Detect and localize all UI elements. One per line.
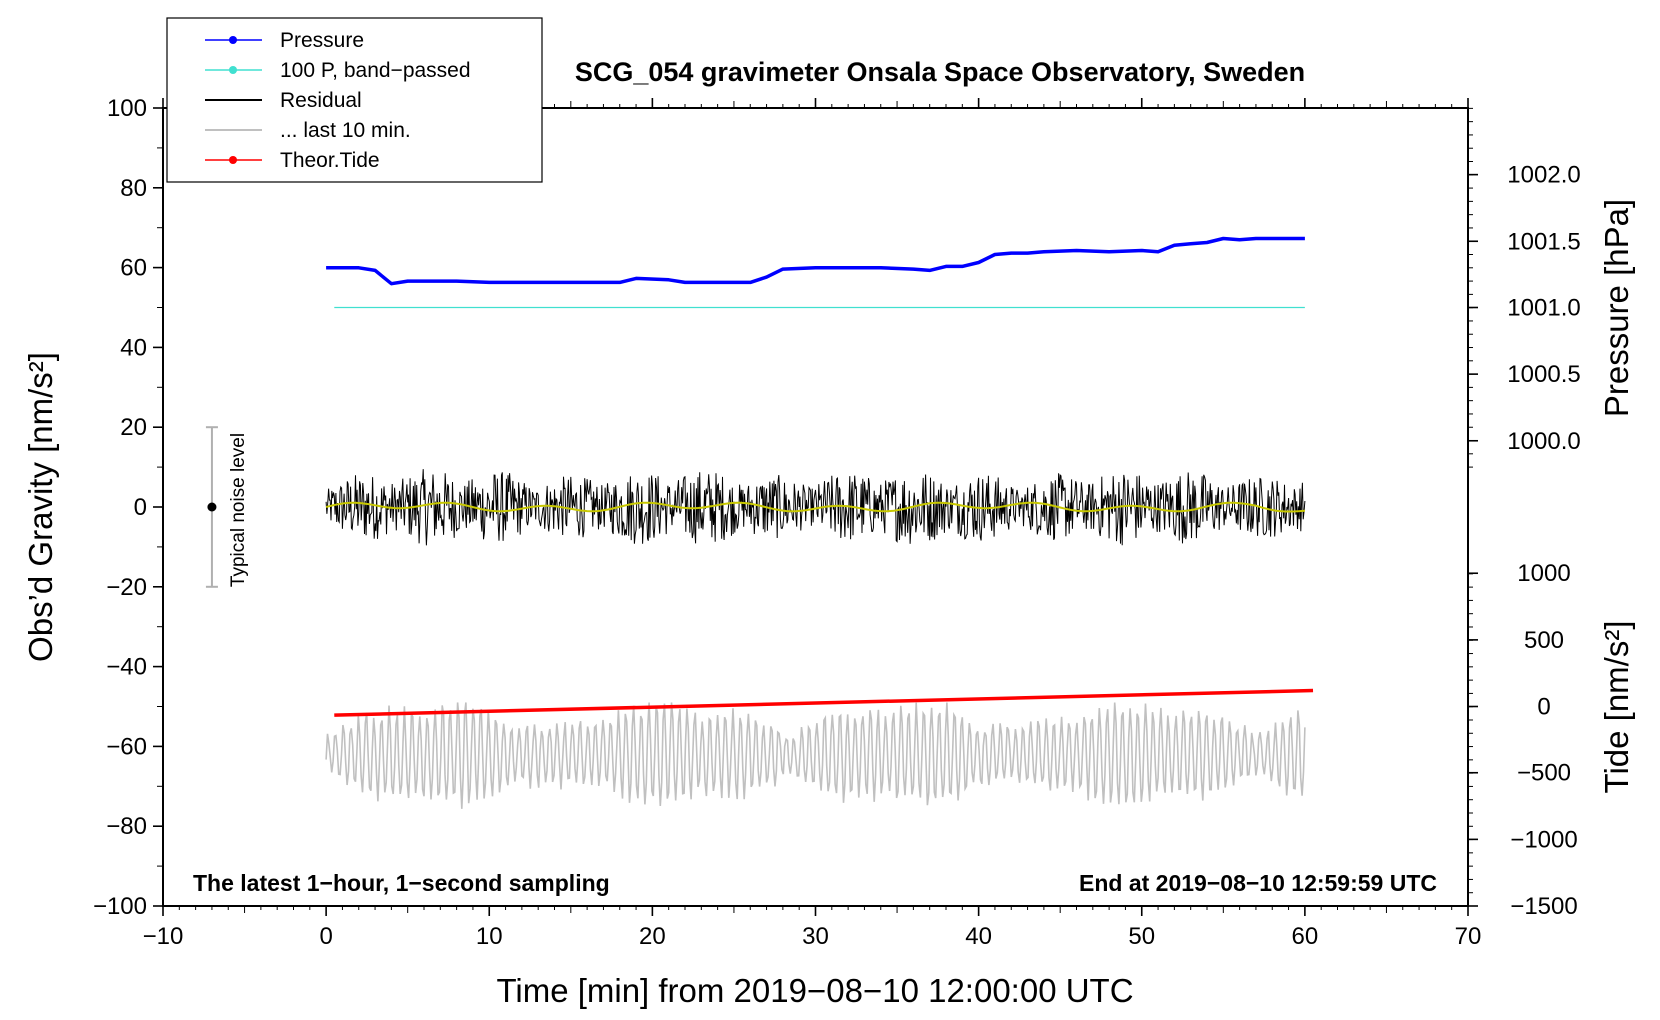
pressure-tick-label: 1000.0 [1507, 428, 1580, 455]
legend-entry-last10: ... last 10 min. [205, 119, 411, 142]
legend-entry-bandpassed: 100 P, band−passed [205, 59, 471, 82]
y-tick-label: 100 [107, 95, 147, 122]
y-tick-label: −20 [106, 574, 147, 601]
y-axis-label-pressure: Pressure [hPa] [1598, 199, 1635, 417]
chart-title: SCG_054 gravimeter Onsala Space Observat… [575, 57, 1305, 87]
tide-tick-label: −1500 [1510, 893, 1577, 920]
y-tick-label: −40 [106, 654, 147, 681]
legend-label-bandpassed: 100 P, band−passed [280, 59, 471, 82]
legend: Pressure 100 P, band−passed Residual ...… [166, 17, 543, 183]
pressure-tick-label: 1001.5 [1507, 228, 1580, 255]
y-tick-label: −60 [106, 733, 147, 760]
y-tick-label: 60 [120, 255, 147, 282]
legend-dot-tide [229, 156, 237, 164]
legend-label-pressure: Pressure [280, 29, 364, 52]
pressure-tick-label: 1001.0 [1507, 295, 1580, 322]
x-tick-label: −10 [143, 923, 184, 950]
legend-entry-tide: Theor.Tide [205, 149, 380, 172]
legend-dot-pressure [229, 36, 237, 44]
tide-tick-label: 1000 [1517, 560, 1570, 587]
noise-level-label: Typical noise level [228, 433, 249, 587]
y-tick-label: −80 [106, 813, 147, 840]
legend-label-residual: Residual [280, 89, 362, 112]
x-axis-label: Time [min] from 2019−08−10 12:00:00 UTC [496, 972, 1133, 1009]
noise-level-dot [207, 502, 217, 512]
tide-tick-label: 500 [1524, 627, 1564, 654]
legend-label-tide: Theor.Tide [280, 149, 380, 172]
tide-tick-label: −1000 [1510, 826, 1577, 853]
y-axis-label-left-text: Obs’d Gravity [nm/s²] [22, 352, 59, 662]
x-tick-label: 70 [1455, 923, 1482, 950]
y-axis-label-left: Obs’d Gravity [nm/s²] [22, 352, 59, 662]
legend-entry-pressure: Pressure [205, 29, 364, 52]
last10min-line [325, 702, 1306, 809]
y-tick-label: 20 [120, 414, 147, 441]
tide-tick-label: −500 [1517, 760, 1571, 787]
pressure-line [326, 236, 1305, 286]
x-tick-label: 40 [965, 923, 992, 950]
x-tick-label: 20 [639, 923, 666, 950]
annotation-right: End at 2019−08−10 12:59:59 UTC [1079, 870, 1437, 896]
x-tick-label: 30 [802, 923, 829, 950]
legend-entry-residual: Residual [205, 89, 362, 112]
residual-smoothed-line [325, 501, 1305, 513]
annotation-left: The latest 1−hour, 1−second sampling [193, 870, 610, 896]
data-series [205, 236, 1314, 809]
y-tick-label: 40 [120, 334, 147, 361]
y-tick-label: −100 [93, 893, 147, 920]
x-tick-label: 10 [476, 923, 503, 950]
legend-label-last10: ... last 10 min. [280, 119, 411, 142]
x-tick-label: 50 [1128, 923, 1155, 950]
y-tick-label: 0 [134, 494, 147, 521]
x-tick-label: 60 [1292, 923, 1319, 950]
x-tick-label: 0 [319, 923, 332, 950]
pressure-tick-label: 1000.5 [1507, 361, 1580, 388]
y-tick-label: 80 [120, 175, 147, 202]
tide-tick-label: 0 [1537, 694, 1550, 721]
tide-line [334, 688, 1314, 717]
y-axis-label-tide: Tide [nm/s²] [1598, 621, 1635, 794]
pressure-tick-label: 1002.0 [1507, 162, 1580, 189]
axis-ticks: −10 0 10 20 30 40 50 60 70100806040200−20−40−60−… [93, 95, 1581, 950]
residual-line [325, 469, 1306, 546]
legend-dot-bandpassed [229, 66, 237, 74]
